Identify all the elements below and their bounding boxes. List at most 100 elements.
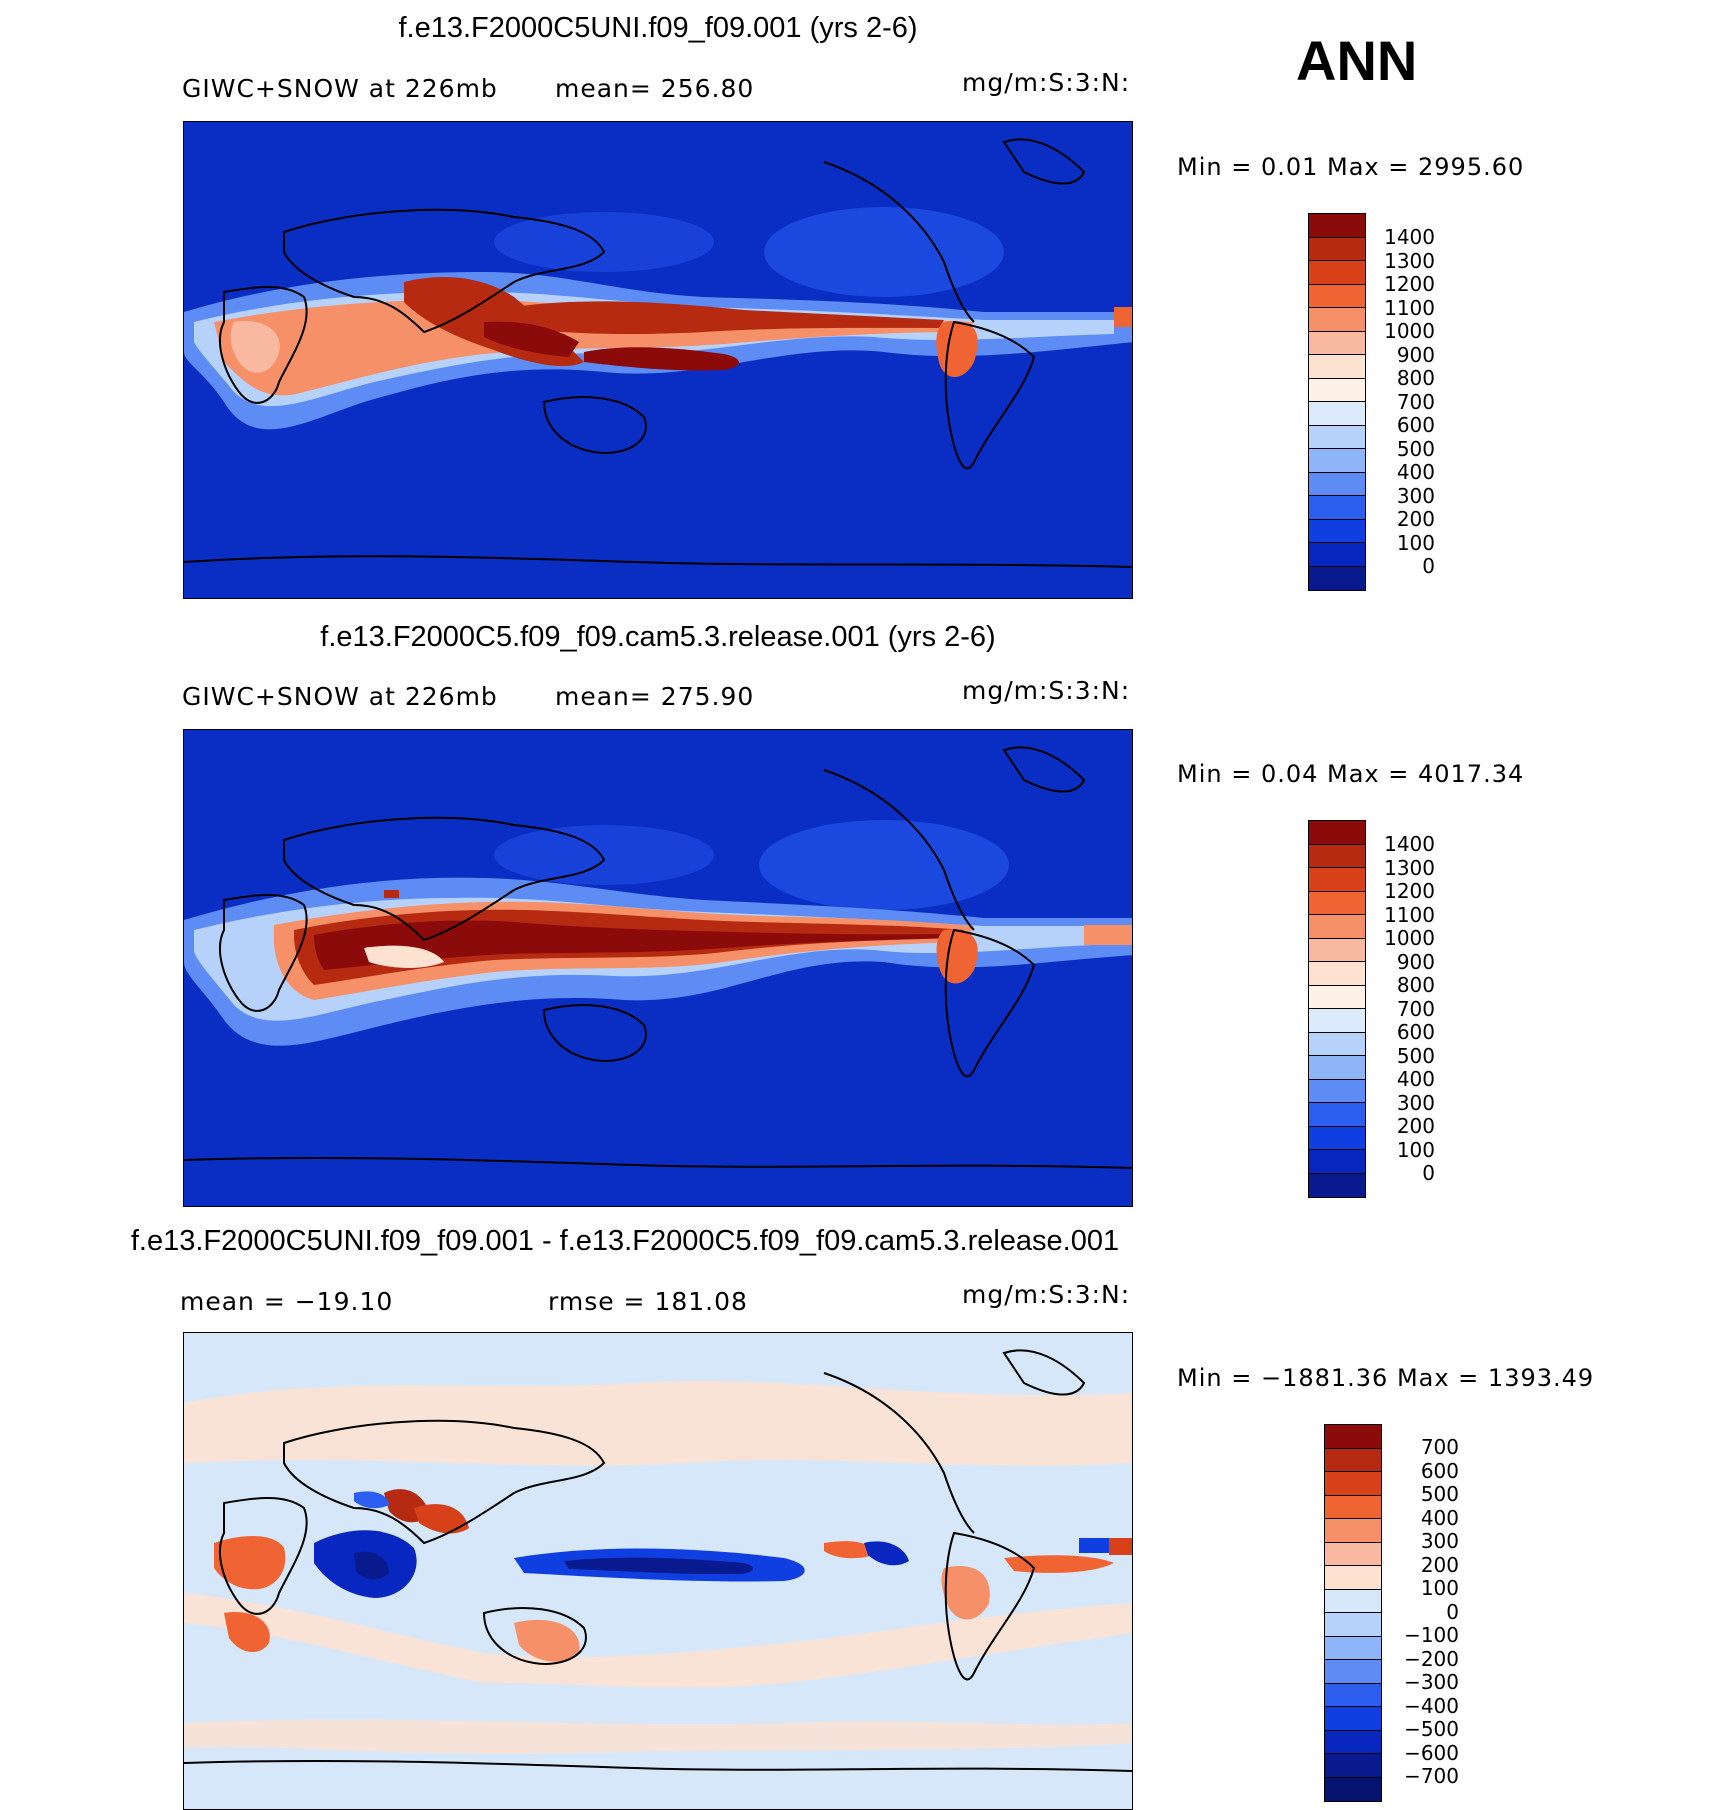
colorbar-swatch bbox=[1309, 355, 1365, 379]
colorbar-swatch bbox=[1309, 402, 1365, 426]
colorbar-tick: 1300 bbox=[1384, 248, 1435, 273]
colorbar-swatch bbox=[1309, 821, 1365, 845]
panel2-map bbox=[183, 729, 1133, 1207]
colorbar-tick: 1100 bbox=[1384, 902, 1435, 927]
panel1-map bbox=[183, 121, 1133, 599]
panel1-mean-label: mean= 256.80 bbox=[555, 74, 755, 103]
colorbar-tick: 700 bbox=[1396, 996, 1435, 1021]
colorbar-swatch bbox=[1325, 1448, 1381, 1472]
colorbar-tick: −200 bbox=[1404, 1646, 1459, 1671]
colorbar-tick: 500 bbox=[1396, 436, 1435, 461]
colorbar-tick: 400 bbox=[1420, 1505, 1459, 1530]
colorbar-swatch bbox=[1309, 472, 1365, 496]
colorbar-swatch bbox=[1309, 261, 1365, 285]
colorbar-tick: 800 bbox=[1396, 366, 1435, 390]
panel2-variable-label: GIWC+SNOW at 226mb bbox=[182, 682, 498, 711]
panel2-colorbar-ticks: 1400 1300 1200 1100 1000 900 800 700 600… bbox=[1375, 832, 1435, 1186]
colorbar-swatch bbox=[1309, 378, 1365, 402]
colorbar-swatch bbox=[1325, 1519, 1381, 1543]
colorbar-tick: 1400 bbox=[1384, 832, 1435, 856]
colorbar-swatch bbox=[1325, 1777, 1381, 1801]
season-label: ANN bbox=[1296, 29, 1418, 92]
colorbar-swatch bbox=[1309, 543, 1365, 567]
colorbar-swatch bbox=[1309, 1056, 1365, 1080]
colorbar-tick: 700 bbox=[1420, 1435, 1459, 1459]
colorbar-tick: 500 bbox=[1396, 1043, 1435, 1068]
panel3-map bbox=[183, 1332, 1133, 1810]
colorbar-tick: −700 bbox=[1404, 1764, 1459, 1788]
panel1-units-label: mg/m:S:3:N: bbox=[962, 68, 1131, 97]
colorbar-swatch bbox=[1309, 1150, 1365, 1174]
panel1-title: f.e13.F2000C5UNI.f09_f09.001 (yrs 2-6) bbox=[398, 12, 918, 44]
colorbar-tick: 100 bbox=[1420, 1576, 1459, 1600]
colorbar-swatch bbox=[1309, 868, 1365, 892]
colorbar-swatch bbox=[1309, 308, 1365, 332]
colorbar-swatch bbox=[1309, 1126, 1365, 1150]
colorbar-tick: 400 bbox=[1396, 1067, 1435, 1091]
colorbar-swatch bbox=[1309, 962, 1365, 986]
panel3-rmse-label: rmse = 181.08 bbox=[548, 1287, 748, 1316]
colorbar-tick: 1200 bbox=[1384, 272, 1435, 296]
colorbar-swatch bbox=[1309, 1103, 1365, 1127]
panel3-colorbar-ticks: 700 600 500 400 300 200 100 0 −100 −200 … bbox=[1391, 1435, 1459, 1789]
panel2-colorbar bbox=[1308, 820, 1366, 1198]
panel3-units-label: mg/m:S:3:N: bbox=[962, 1280, 1131, 1309]
colorbar-swatch bbox=[1325, 1613, 1381, 1637]
colorbar-swatch bbox=[1325, 1589, 1381, 1613]
colorbar-swatch bbox=[1309, 1032, 1365, 1056]
panel1-colorbar bbox=[1308, 213, 1366, 591]
colorbar-swatch bbox=[1325, 1542, 1381, 1566]
colorbar-swatch bbox=[1325, 1472, 1381, 1496]
colorbar-swatch bbox=[1325, 1683, 1381, 1707]
colorbar-tick: 500 bbox=[1420, 1482, 1459, 1506]
colorbar-tick: 1000 bbox=[1384, 319, 1435, 343]
colorbar-tick: 100 bbox=[1396, 1137, 1435, 1162]
panel3-mean-label: mean = −19.10 bbox=[180, 1287, 394, 1316]
colorbar-swatch bbox=[1309, 1009, 1365, 1033]
colorbar-tick: 1000 bbox=[1384, 926, 1435, 950]
colorbar-tick: −600 bbox=[1404, 1740, 1459, 1765]
colorbar-swatch bbox=[1325, 1495, 1381, 1519]
colorbar-tick: 200 bbox=[1396, 507, 1435, 531]
colorbar-tick: 900 bbox=[1396, 949, 1435, 974]
colorbar-tick: 300 bbox=[1396, 1090, 1435, 1115]
colorbar-tick: 800 bbox=[1396, 973, 1435, 997]
colorbar-tick: 200 bbox=[1396, 1114, 1435, 1138]
colorbar-tick: 100 bbox=[1396, 530, 1435, 555]
colorbar-tick: 600 bbox=[1396, 413, 1435, 437]
panel1-colorbar-ticks: 1400 1300 1200 1100 1000 900 800 700 600… bbox=[1375, 225, 1435, 579]
colorbar-swatch bbox=[1309, 985, 1365, 1009]
colorbar-tick: 0 bbox=[1422, 554, 1435, 578]
panel3-colorbar bbox=[1324, 1424, 1382, 1802]
colorbar-swatch bbox=[1325, 1636, 1381, 1660]
panel2-min-max: Min = 0.04 Max = 4017.34 bbox=[1177, 760, 1525, 788]
colorbar-swatch bbox=[1325, 1660, 1381, 1684]
panel2-units-label: mg/m:S:3:N: bbox=[962, 676, 1131, 705]
colorbar-swatch bbox=[1309, 214, 1365, 238]
colorbar-swatch bbox=[1309, 449, 1365, 473]
colorbar-swatch bbox=[1309, 1173, 1365, 1197]
colorbar-swatch bbox=[1309, 519, 1365, 543]
panel3-min-max: Min = −1881.36 Max = 1393.49 bbox=[1177, 1364, 1595, 1392]
colorbar-tick: 600 bbox=[1396, 1020, 1435, 1044]
colorbar-swatch bbox=[1309, 237, 1365, 261]
colorbar-swatch bbox=[1309, 566, 1365, 590]
colorbar-swatch bbox=[1309, 844, 1365, 868]
colorbar-tick: −100 bbox=[1404, 1623, 1459, 1647]
colorbar-tick: 0 bbox=[1446, 1599, 1459, 1624]
colorbar-tick: 1100 bbox=[1384, 295, 1435, 320]
colorbar-swatch bbox=[1325, 1425, 1381, 1449]
colorbar-swatch bbox=[1325, 1754, 1381, 1778]
colorbar-swatch bbox=[1309, 1079, 1365, 1103]
panel2-mean-label: mean= 275.90 bbox=[555, 682, 755, 711]
colorbar-swatch bbox=[1325, 1707, 1381, 1731]
colorbar-tick: 700 bbox=[1396, 389, 1435, 414]
colorbar-tick: 200 bbox=[1420, 1552, 1459, 1577]
colorbar-swatch bbox=[1309, 915, 1365, 939]
colorbar-swatch bbox=[1325, 1730, 1381, 1754]
colorbar-swatch bbox=[1309, 891, 1365, 915]
colorbar-tick: 1200 bbox=[1384, 879, 1435, 903]
colorbar-tick: 1400 bbox=[1384, 225, 1435, 249]
colorbar-swatch bbox=[1309, 331, 1365, 355]
colorbar-swatch bbox=[1309, 425, 1365, 449]
